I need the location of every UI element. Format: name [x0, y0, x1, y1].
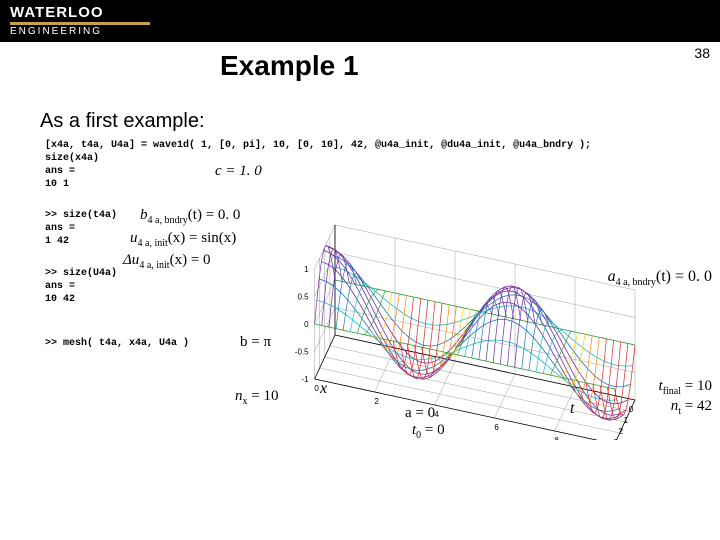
eq-du-init: Δu4 a, init(x) = 0 — [123, 252, 211, 271]
eq-c: c = 1. 0 — [215, 163, 262, 180]
svg-text:6: 6 — [494, 423, 499, 432]
logo-sub: ENGINEERING — [10, 27, 150, 37]
header-bar: WATERLOO ENGINEERING — [0, 0, 720, 42]
eq-du-post: (x) = 0 — [170, 252, 211, 268]
svg-text:-1: -1 — [301, 375, 309, 384]
eq-tfinal: tfinal = 10 — [659, 378, 712, 397]
eq-nt-post: = 42 — [681, 398, 712, 414]
code-line-2: size(x4a) — [45, 153, 99, 164]
svg-text:2: 2 — [374, 397, 379, 406]
code-line-8: >> size(U4a) — [45, 268, 117, 279]
logo-divider — [10, 22, 150, 25]
eq-tf-sub: final — [663, 386, 681, 397]
code-line-6: ans = — [45, 223, 75, 234]
slide-title: Example 1 — [220, 50, 359, 82]
eq-du-pre: Δu — [123, 252, 139, 268]
code-line-9: ans = — [45, 281, 75, 292]
svg-text:4: 4 — [434, 410, 439, 419]
code-line-3: ans = — [45, 166, 75, 177]
code-line-1: [x4a, t4a, U4a] = wave1d( 1, [0, pi], 10… — [45, 140, 591, 151]
subtitle: As a first example: — [40, 110, 205, 133]
page-number: 38 — [694, 45, 710, 61]
svg-text:0: 0 — [304, 320, 309, 329]
eq-b-sub: 4 a, bndry — [148, 215, 188, 226]
code-line-5: >> size(t4a) — [45, 210, 117, 221]
eq-u-post: (x) = sin(x) — [168, 230, 236, 246]
eq-a-post: (t) = 0. 0 — [656, 268, 712, 285]
code-line-7: 1 42 — [45, 236, 69, 247]
eq-nx: nx = 10 — [235, 388, 278, 407]
section-title: Wave Equation — [420, 6, 520, 22]
wave-3d-mesh-chart: 10.50-0.5-1432100246810 — [290, 180, 660, 440]
eq-nx-post: = 10 — [248, 388, 279, 404]
eq-b-pre: b — [140, 207, 148, 223]
code-line-10: 10 42 — [45, 294, 75, 305]
svg-text:2: 2 — [619, 427, 624, 436]
svg-text:0: 0 — [314, 384, 319, 393]
eq-b-bndry: b4 a, bndry(t) = 0. 0 — [140, 207, 240, 226]
svg-text:1: 1 — [304, 265, 309, 274]
code-line-4: 10 1 — [45, 179, 69, 190]
svg-text:-0.5: -0.5 — [295, 347, 309, 356]
eq-nx-pre: n — [235, 388, 243, 404]
eq-b-post: (t) = 0. 0 — [188, 207, 241, 223]
eq-b-pi: b = π — [240, 334, 271, 351]
logo-brand: WATERLOO — [10, 5, 150, 20]
svg-text:1: 1 — [624, 416, 629, 425]
eq-du-sub: 4 a, init — [139, 260, 169, 271]
eq-tf-post: = 10 — [681, 378, 712, 394]
logo: WATERLOO ENGINEERING — [10, 5, 150, 37]
svg-text:8: 8 — [554, 436, 559, 440]
eq-bpi: b = π — [240, 334, 271, 350]
eq-u-sub: 4 a, init — [138, 238, 168, 249]
svg-text:0.5: 0.5 — [297, 292, 309, 301]
eq-u-init: u4 a, init(x) = sin(x) — [130, 230, 236, 249]
eq-u-pre: u — [130, 230, 138, 246]
code-line-11: >> mesh( t4a, x4a, U4a ) — [45, 338, 189, 349]
svg-text:0: 0 — [629, 405, 634, 414]
eq-nt: nt = 42 — [671, 398, 712, 417]
svg-text:3: 3 — [613, 438, 618, 440]
